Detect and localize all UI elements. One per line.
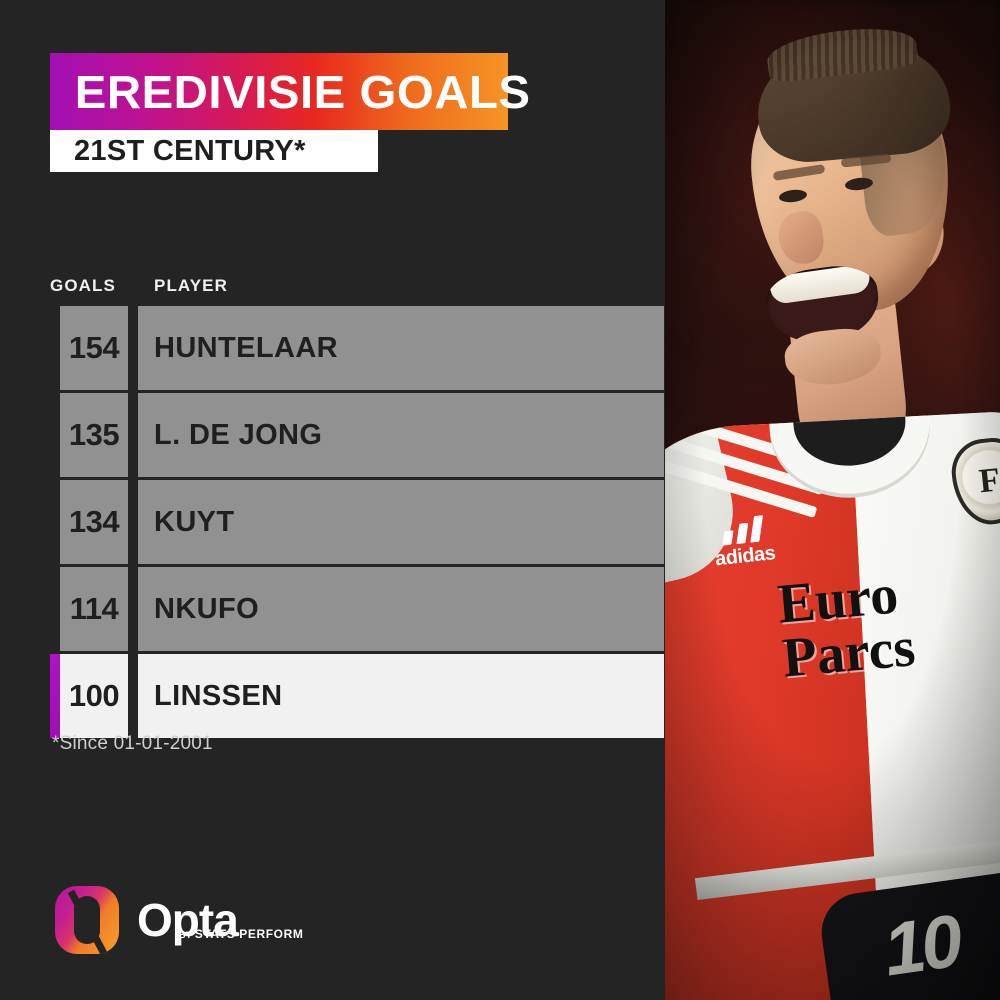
- row-player-name: KUYT: [138, 480, 664, 564]
- row-cell-gap: [128, 393, 138, 477]
- row-player-name: LINSSEN: [138, 654, 664, 738]
- page-title: EREDIVISIE GOALS: [74, 65, 531, 118]
- page-title-bar: EREDIVISIE GOALS: [50, 53, 530, 130]
- table-row: 135 L. DE JONG: [50, 393, 664, 477]
- adidas-bars-icon: [711, 514, 775, 547]
- row-cell-gap: [128, 480, 138, 564]
- opta-tagline: BY STATS PERFORM: [179, 927, 303, 941]
- shorts-number: 10: [878, 898, 964, 992]
- table-row: 100 LINSSEN: [50, 654, 664, 738]
- row-goals-value: 100: [60, 654, 128, 738]
- row-goals-value: 154: [60, 306, 128, 390]
- row-accent-bar: [50, 480, 60, 564]
- adidas-logo: adidas: [711, 514, 776, 571]
- row-player-name: HUNTELAAR: [138, 306, 664, 390]
- table-row: 114 NKUFO: [50, 567, 664, 651]
- feyenoord-crest-icon: [948, 434, 1000, 528]
- table-row: 154 HUNTELAAR: [50, 306, 664, 390]
- row-accent-bar: [50, 654, 60, 738]
- footnote: *Since 01-01-2001: [52, 733, 213, 754]
- opta-wordmark: Opta: [137, 894, 239, 946]
- table-column-headers: GOALS PLAYER: [50, 276, 228, 296]
- page-subtitle-bar: 21ST CENTURY*: [50, 130, 378, 172]
- opta-logo: Opta BY STATS PERFORM: [55, 886, 303, 954]
- column-header-goals: GOALS: [50, 276, 116, 295]
- opta-logo-mark-icon: [55, 886, 119, 954]
- row-player-name: L. DE JONG: [138, 393, 664, 477]
- row-goals-value: 114: [60, 567, 128, 651]
- row-goals-value: 134: [60, 480, 128, 564]
- ranking-table: 154 HUNTELAAR 135 L. DE JONG 134 KUYT 114 NKUFO…: [50, 306, 664, 741]
- column-header-player: PLAYER: [154, 276, 228, 295]
- row-cell-gap: [128, 306, 138, 390]
- page-subtitle: 21ST CENTURY*: [74, 134, 306, 167]
- player-photo: adidas Euro Parcs 10: [665, 0, 1000, 1000]
- kit-sponsor-text: Euro Parcs: [775, 553, 1000, 689]
- row-accent-bar: [50, 567, 60, 651]
- row-accent-bar: [50, 306, 60, 390]
- row-player-name: NKUFO: [138, 567, 664, 651]
- row-goals-value: 135: [60, 393, 128, 477]
- table-row: 134 KUYT: [50, 480, 664, 564]
- opta-tagline-by: BY: [179, 930, 195, 940]
- row-accent-bar: [50, 393, 60, 477]
- row-cell-gap: [128, 567, 138, 651]
- opta-logo-text: Opta BY STATS PERFORM: [137, 894, 303, 946]
- opta-tagline-stats-perform: STATS PERFORM: [194, 927, 304, 941]
- row-cell-gap: [128, 654, 138, 738]
